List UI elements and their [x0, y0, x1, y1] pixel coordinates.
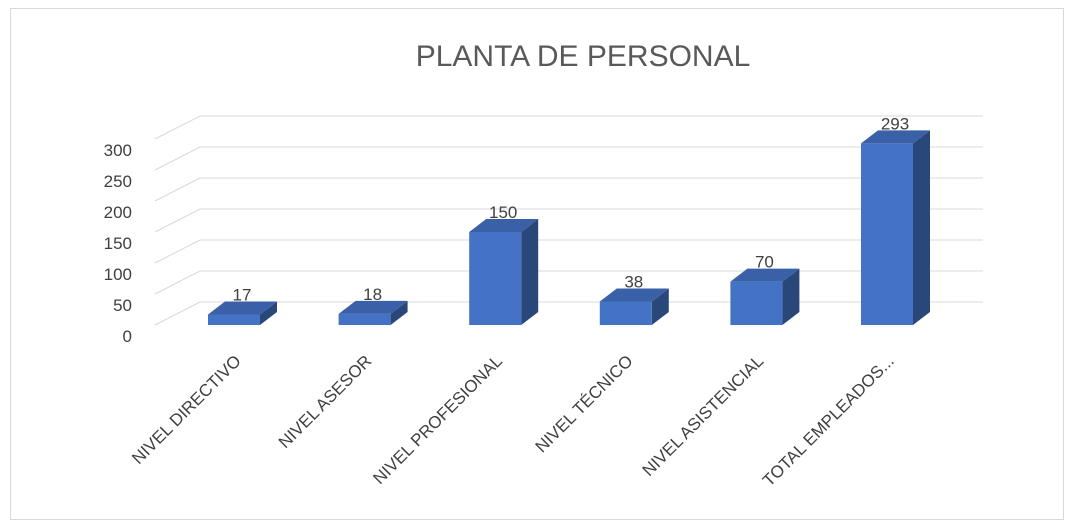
bar-side — [913, 130, 930, 325]
bar-top — [730, 268, 800, 282]
bar — [861, 130, 930, 325]
bar-top — [208, 301, 277, 315]
bar-side — [521, 219, 539, 325]
bar — [730, 268, 800, 325]
y-tick-label: 300 — [104, 141, 132, 160]
bar-top — [338, 300, 408, 314]
bar — [599, 288, 669, 325]
grid-line — [154, 146, 983, 171]
value-label: 17 — [233, 285, 252, 304]
grid-line — [154, 301, 983, 326]
value-label: 70 — [755, 253, 774, 272]
bar-front — [730, 281, 783, 325]
y-tick-label: 250 — [104, 172, 132, 191]
bar-top — [861, 130, 930, 144]
bar — [338, 300, 408, 325]
y-tick-label: 50 — [113, 296, 132, 315]
value-label: 38 — [624, 272, 643, 291]
grid-line — [154, 115, 983, 140]
bar-side — [390, 300, 408, 325]
value-label: 293 — [881, 114, 909, 133]
bar-side — [260, 301, 277, 325]
bar-front — [469, 232, 522, 325]
value-label: 18 — [363, 285, 382, 304]
chart-title: PLANTA DE PERSONAL — [416, 40, 751, 73]
grid-line — [154, 208, 983, 233]
bar-front — [338, 313, 391, 325]
bar-top — [469, 219, 539, 232]
grid-line — [154, 177, 983, 202]
bar-side — [651, 288, 669, 325]
bar-side — [782, 268, 800, 325]
bar — [208, 301, 277, 325]
grid-line — [154, 239, 983, 264]
bar-front — [599, 301, 652, 325]
y-tick-label: 0 — [123, 327, 132, 346]
bar-front — [208, 314, 260, 325]
bar-front — [861, 143, 913, 325]
y-tick-label: 200 — [104, 203, 132, 222]
bar — [469, 219, 539, 325]
grid-line — [154, 270, 983, 295]
y-tick-label: 100 — [104, 265, 132, 284]
y-tick-label: 150 — [104, 234, 132, 253]
bar-top — [599, 288, 669, 302]
value-label: 150 — [489, 203, 517, 222]
